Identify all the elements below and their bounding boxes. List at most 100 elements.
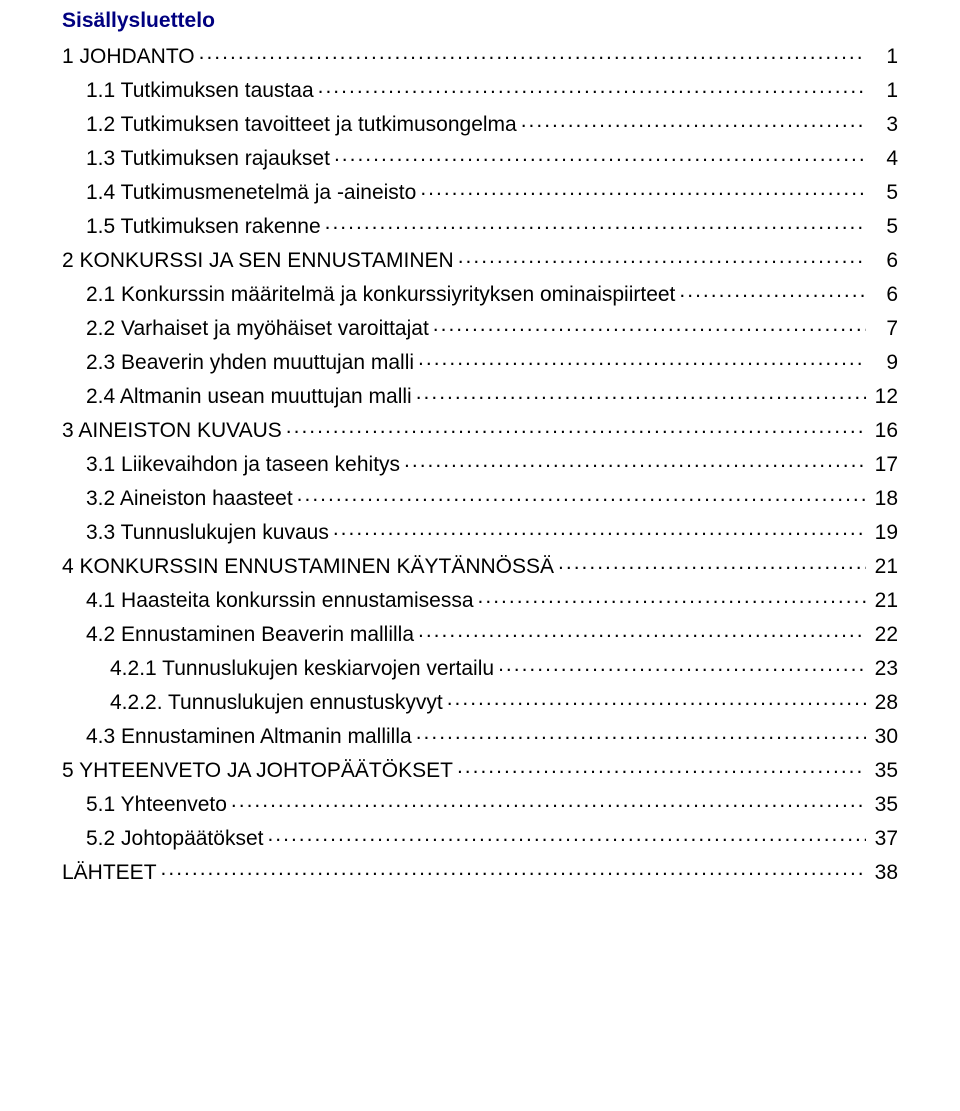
toc-entry: 1.1 Tutkimuksen taustaa 1 [62, 76, 898, 101]
toc-entry: 1.3 Tutkimuksen rajaukset 4 [62, 144, 898, 169]
toc-leader-dots [404, 450, 866, 471]
toc-entry-label: 4 KONKURSSIN ENNUSTAMINEN KÄYTÄNNÖSSÄ [62, 556, 554, 577]
toc-leader-dots [297, 484, 866, 505]
toc-leader-dots [433, 314, 866, 335]
toc-entry: 4.3 Ennustaminen Altmanin mallilla 30 [62, 722, 898, 747]
toc-entry-page: 18 [870, 488, 898, 509]
toc-entry-page: 4 [870, 148, 898, 169]
toc-entry-page: 30 [870, 726, 898, 747]
toc-entry-label: 5.2 Johtopäätökset [86, 828, 263, 849]
toc-entry-page: 35 [870, 794, 898, 815]
toc-entry-label: 3.1 Liikevaihdon ja taseen kehitys [86, 454, 400, 475]
toc-list: 1 JOHDANTO 1 1.1 Tutkimuksen taustaa 1 1.2 T… [62, 42, 898, 883]
toc-leader-dots [498, 654, 866, 675]
toc-leader-dots [418, 620, 866, 641]
toc-entry: 4.2.1 Tunnuslukujen keskiarvojen vertail… [62, 654, 898, 679]
toc-leader-dots [334, 144, 866, 165]
toc-entry-label: 2.4 Altmanin usean muuttujan malli [86, 386, 412, 407]
toc-leader-dots [420, 178, 866, 199]
toc-entry-page: 22 [870, 624, 898, 645]
toc-entry: 5.2 Johtopäätökset 37 [62, 824, 898, 849]
toc-entry-label: 2.3 Beaverin yhden muuttujan malli [86, 352, 414, 373]
toc-leader-dots [325, 212, 866, 233]
toc-leader-dots [558, 552, 866, 573]
toc-entry-label: 1 JOHDANTO [62, 46, 195, 67]
toc-title: Sisällysluettelo [62, 8, 898, 33]
toc-entry-label: 4.2 Ennustaminen Beaverin mallilla [86, 624, 414, 645]
toc-entry: 4.2.2. Tunnuslukujen ennustuskyvyt 28 [62, 688, 898, 713]
toc-entry-label: 5 YHTEENVETO JA JOHTOPÄÄTÖKSET [62, 760, 453, 781]
toc-leader-dots [199, 42, 866, 63]
toc-entry-page: 21 [870, 590, 898, 611]
toc-entry-label: 1.2 Tutkimuksen tavoitteet ja tutkimuson… [86, 114, 517, 135]
toc-leader-dots [333, 518, 866, 539]
toc-entry-label: LÄHTEET [62, 862, 157, 883]
toc-leader-dots [458, 246, 866, 267]
toc-leader-dots [416, 382, 866, 403]
toc-entry: 3.2 Aineiston haasteet18 [62, 484, 898, 509]
toc-entry: 4.1 Haasteita konkurssin ennustamisessa 2… [62, 586, 898, 611]
document-page: Sisällysluettelo 1 JOHDANTO11.1 Tutkimuk… [0, 0, 960, 1111]
toc-entry: 2.2 Varhaiset ja myöhäiset varoittajat 7 [62, 314, 898, 339]
toc-entry-page: 16 [870, 420, 898, 441]
toc-entry-page: 28 [870, 692, 898, 713]
toc-entry-page: 9 [870, 352, 898, 373]
toc-entry-page: 1 [870, 46, 898, 67]
toc-entry: 2 KONKURSSI JA SEN ENNUSTAMINEN 6 [62, 246, 898, 271]
toc-entry: 2.1 Konkurssin määritelmä ja konkurssiyr… [62, 280, 898, 305]
toc-entry: 4 KONKURSSIN ENNUSTAMINEN KÄYTÄNNÖSSÄ 21 [62, 552, 898, 577]
toc-entry-label: 1.5 Tutkimuksen rakenne [86, 216, 321, 237]
toc-entry-page: 5 [870, 182, 898, 203]
toc-entry-label: 2.2 Varhaiset ja myöhäiset varoittajat [86, 318, 429, 339]
toc-leader-dots [478, 586, 866, 607]
toc-entry-label: 2 KONKURSSI JA SEN ENNUSTAMINEN [62, 250, 454, 271]
toc-entry: 1.5 Tutkimuksen rakenne 5 [62, 212, 898, 237]
toc-leader-dots [318, 76, 866, 97]
toc-leader-dots [267, 824, 866, 845]
toc-leader-dots [286, 416, 866, 437]
toc-entry-label: 1.1 Tutkimuksen taustaa [86, 80, 314, 101]
toc-entry-label: 4.2.1 Tunnuslukujen keskiarvojen vertail… [110, 658, 494, 679]
toc-entry-page: 6 [870, 250, 898, 271]
toc-leader-dots [521, 110, 866, 131]
toc-entry-label: 3.3 Tunnuslukujen kuvaus [86, 522, 329, 543]
toc-entry: 1.4 Tutkimusmenetelmä ja -aineisto 5 [62, 178, 898, 203]
toc-leader-dots [161, 858, 866, 879]
toc-leader-dots [447, 688, 866, 709]
toc-entry-page: 3 [870, 114, 898, 135]
toc-entry-label: 4.3 Ennustaminen Altmanin mallilla [86, 726, 412, 747]
toc-entry-page: 1 [870, 80, 898, 101]
toc-leader-dots [457, 756, 866, 777]
toc-leader-dots [231, 790, 866, 811]
toc-leader-dots [416, 722, 866, 743]
toc-leader-dots [679, 280, 866, 301]
toc-entry-page: 35 [870, 760, 898, 781]
toc-entry: 4.2 Ennustaminen Beaverin mallilla 22 [62, 620, 898, 645]
toc-entry: 3.3 Tunnuslukujen kuvaus 19 [62, 518, 898, 543]
toc-entry-page: 19 [870, 522, 898, 543]
toc-entry-page: 5 [870, 216, 898, 237]
toc-entry-page: 37 [870, 828, 898, 849]
toc-entry-label: 5.1 Yhteenveto [86, 794, 227, 815]
toc-entry: LÄHTEET 38 [62, 858, 898, 883]
toc-entry-page: 17 [870, 454, 898, 475]
toc-entry-label: 4.1 Haasteita konkurssin ennustamisessa [86, 590, 474, 611]
toc-entry: 2.3 Beaverin yhden muuttujan malli 9 [62, 348, 898, 373]
toc-entry-label: 1.4 Tutkimusmenetelmä ja -aineisto [86, 182, 416, 203]
toc-leader-dots [418, 348, 866, 369]
toc-entry-page: 6 [870, 284, 898, 305]
toc-entry-label: 2.1 Konkurssin määritelmä ja konkurssiyr… [86, 284, 675, 305]
toc-entry-page: 38 [870, 862, 898, 883]
toc-entry-label: 1.3 Tutkimuksen rajaukset [86, 148, 330, 169]
toc-entry-label: 4.2.2. Tunnuslukujen ennustuskyvyt [110, 692, 443, 713]
toc-entry: 5 YHTEENVETO JA JOHTOPÄÄTÖKSET 35 [62, 756, 898, 781]
toc-entry-page: 21 [870, 556, 898, 577]
toc-entry-page: 23 [870, 658, 898, 679]
toc-entry: 1 JOHDANTO 1 [62, 42, 898, 67]
toc-entry-page: 7 [870, 318, 898, 339]
toc-entry: 2.4 Altmanin usean muuttujan malli 12 [62, 382, 898, 407]
toc-entry: 3 AINEISTON KUVAUS16 [62, 416, 898, 441]
toc-entry: 3.1 Liikevaihdon ja taseen kehitys 17 [62, 450, 898, 475]
toc-entry: 5.1 Yhteenveto 35 [62, 790, 898, 815]
toc-entry-page: 12 [870, 386, 898, 407]
